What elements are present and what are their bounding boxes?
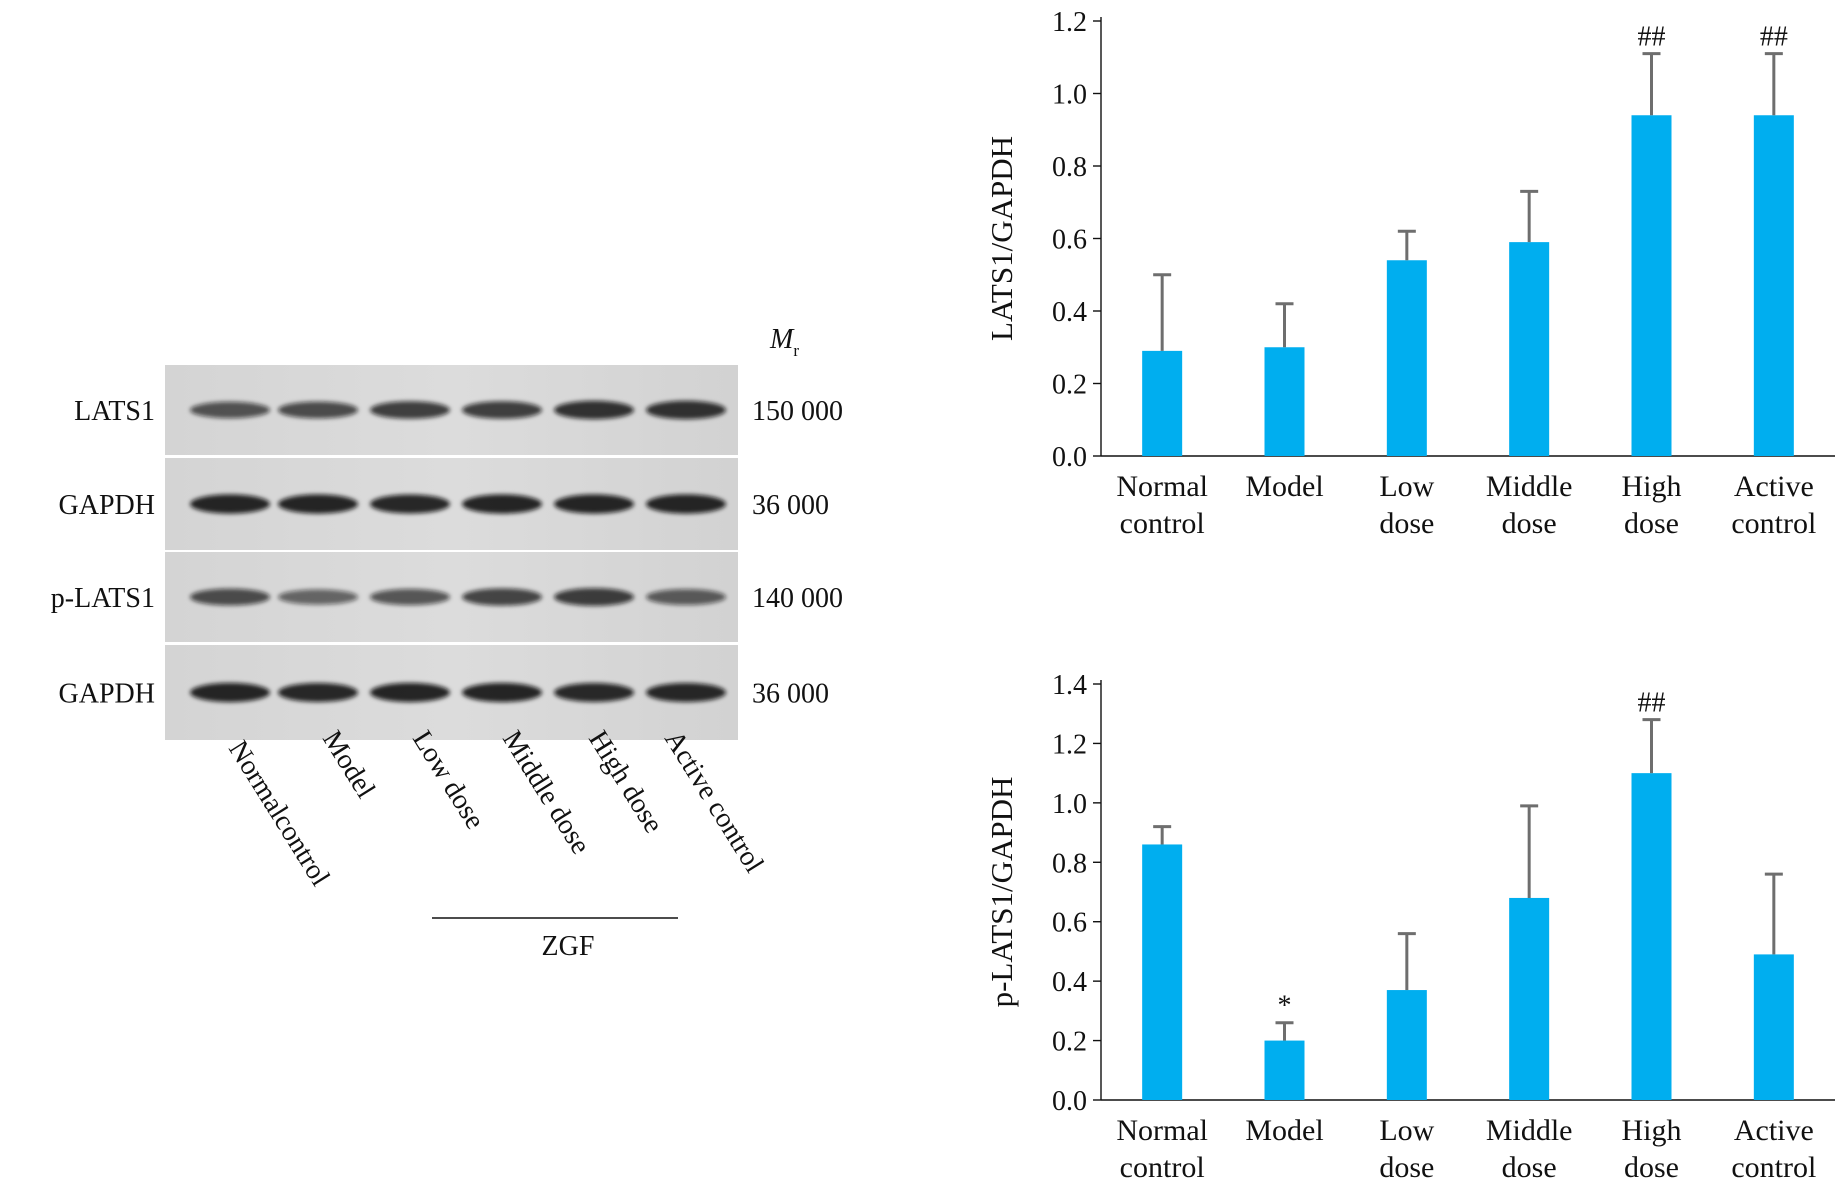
- blot-band: [278, 402, 358, 419]
- significance-mark: ##: [1638, 688, 1666, 719]
- blot-band: [370, 683, 450, 702]
- y-tick-label: 1.2: [1052, 7, 1087, 38]
- bar: [1265, 1041, 1305, 1100]
- blot-band: [554, 588, 634, 606]
- x-tick-label: Normal control: [1116, 1114, 1208, 1183]
- bar: [1632, 773, 1672, 1100]
- blot-band: [190, 494, 270, 513]
- x-tick-label: Active control: [1731, 1114, 1816, 1183]
- blot-band: [646, 683, 726, 702]
- bar: [1142, 351, 1182, 456]
- x-tick-label: High dose: [1622, 470, 1682, 540]
- blot-band: [554, 683, 634, 702]
- y-tick-label: 0.2: [1052, 1027, 1087, 1058]
- blot-row: GAPDH 36 000: [59, 645, 829, 740]
- blot-row: p-LATS1 140 000: [51, 552, 843, 642]
- y-tick-label: 0.2: [1052, 370, 1087, 401]
- blot-row-mw: 36 000: [752, 679, 829, 710]
- x-tick-label: Model: [1245, 1114, 1323, 1147]
- blot-band: [190, 683, 270, 702]
- blot-band: [278, 683, 358, 702]
- lats1-bar-chart: LATS1/GAPDH 0.0 0.2 0.4 0.6 0.8 1.0 1.2 Normal co…: [960, 0, 1842, 560]
- blot-band: [462, 494, 542, 513]
- mr-label: Mr: [769, 324, 799, 360]
- blot-row-mw: 150 000: [752, 396, 843, 427]
- y-tick-label: 0.6: [1052, 225, 1087, 256]
- y-tick-label: 0.4: [1052, 967, 1087, 998]
- blot-band: [190, 402, 270, 418]
- bar: [1387, 990, 1427, 1100]
- x-tick-label: Middle dose: [1486, 1114, 1573, 1183]
- y-tick-label: 1.2: [1052, 729, 1087, 760]
- blot-row-label: p-LATS1: [51, 583, 155, 614]
- zgf-group-label: ZGF: [542, 931, 595, 962]
- y-tick-label: 1.0: [1052, 80, 1087, 111]
- blot-row: LATS1 150 000: [74, 365, 843, 455]
- blot-row-mw: 140 000: [752, 583, 843, 614]
- bar: [1142, 844, 1182, 1100]
- y-tick-label: 1.0: [1052, 789, 1087, 820]
- blot-band: [646, 401, 726, 419]
- significance-mark: *: [1278, 991, 1292, 1022]
- bar: [1265, 347, 1305, 456]
- blot-lane-label: Normalcontrol: [222, 735, 336, 891]
- blot-band: [370, 401, 450, 419]
- blot-band: [190, 589, 270, 606]
- blot-band: [646, 589, 726, 605]
- x-tick-label: Model: [1245, 470, 1323, 503]
- blot-band: [278, 589, 358, 604]
- y-tick-label: 0.4: [1052, 297, 1087, 328]
- blot-band: [462, 588, 542, 605]
- blot-band: [370, 589, 450, 605]
- blot-band: [278, 494, 358, 513]
- bar: [1754, 115, 1794, 456]
- x-tick-label: Active control: [1731, 470, 1816, 540]
- blot-band: [462, 401, 542, 419]
- y-tick-label: 1.4: [1052, 670, 1087, 701]
- blot-lane-label: High dose: [582, 725, 669, 838]
- bar: [1632, 115, 1672, 456]
- western-blot: LATS1 150 000 GAPDH 36 000 p-LATS1 140 000 GAP…: [0, 0, 960, 1183]
- p-lats1-bar-chart: p-LATS1/GAPDH 0.0 0.2 0.4 0.6 0.8 1.0 1.2 1.4 Nor…: [960, 640, 1842, 1183]
- x-tick-label: High dose: [1622, 1114, 1682, 1183]
- y-tick-label: 0.8: [1052, 152, 1087, 183]
- y-tick-label: 0.0: [1052, 1086, 1087, 1117]
- blot-row-mw: 36 000: [752, 490, 829, 521]
- bar: [1509, 898, 1549, 1100]
- blot-band: [554, 401, 634, 419]
- blot-row-label: LATS1: [74, 396, 155, 427]
- blot-row-label: GAPDH: [59, 490, 155, 521]
- x-tick-label: Low dose: [1379, 1114, 1434, 1183]
- bar: [1387, 260, 1427, 456]
- x-tick-label: Low dose: [1379, 470, 1434, 540]
- blot-row-label: GAPDH: [59, 679, 155, 710]
- significance-mark: ##: [1638, 22, 1666, 53]
- y-tick-label: 0.0: [1052, 442, 1087, 473]
- significance-mark: ##: [1760, 22, 1788, 53]
- blot-band: [462, 683, 542, 702]
- y-tick-label: 0.8: [1052, 848, 1087, 879]
- blot-band: [370, 494, 450, 513]
- y-tick-label: 0.6: [1052, 908, 1087, 939]
- y-axis-label: p-LATS1/GAPDH: [984, 777, 1019, 1008]
- blot-band: [554, 494, 634, 513]
- bar: [1754, 954, 1794, 1100]
- y-axis-label: LATS1/GAPDH: [984, 136, 1019, 341]
- blot-band: [646, 494, 726, 513]
- blot-lane-label: Middle dose: [496, 725, 596, 859]
- mr-subscript: r: [793, 341, 799, 360]
- blot-row: GAPDH 36 000: [59, 458, 829, 550]
- blot-lane-label: Low dose: [406, 725, 490, 834]
- blot-lane-label: Active control: [658, 725, 770, 878]
- bar: [1509, 242, 1549, 456]
- x-tick-label: Middle dose: [1486, 470, 1573, 540]
- x-tick-label: Normal control: [1116, 470, 1208, 540]
